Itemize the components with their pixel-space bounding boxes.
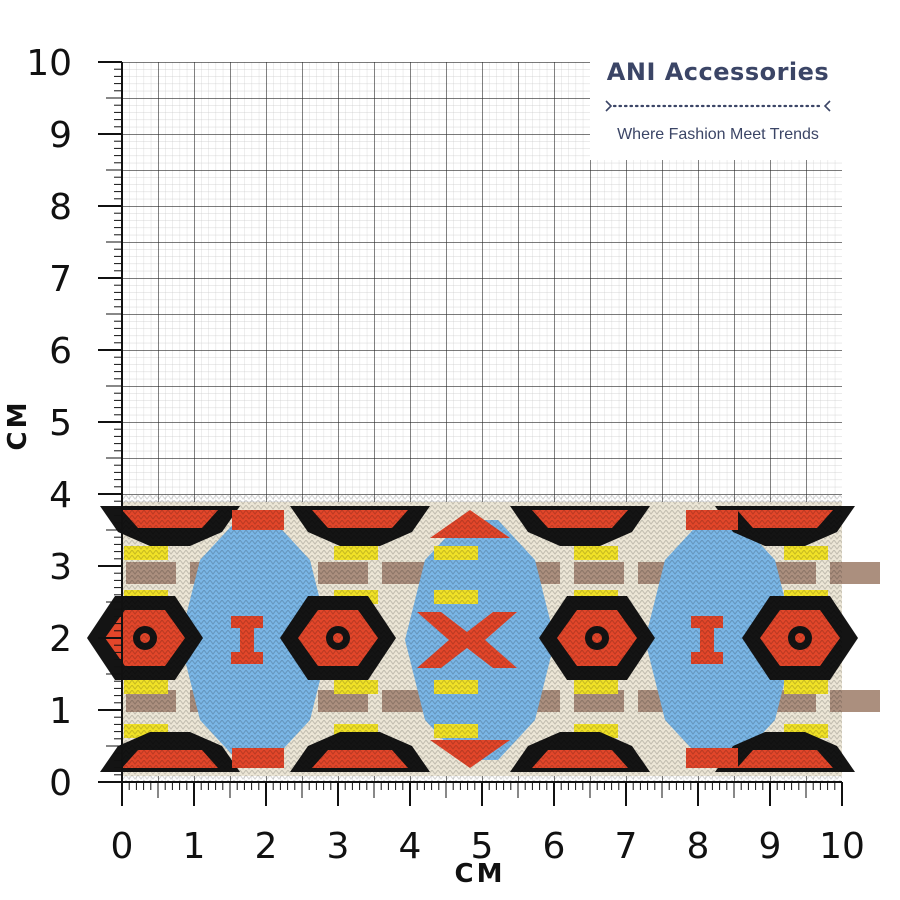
y-tick-label: 4 [49, 475, 72, 516]
x-tick-label: 5 [471, 826, 494, 867]
x-tick-label: 9 [759, 826, 782, 867]
x-axis-title: CM [455, 859, 506, 889]
x-ruler [121, 781, 843, 806]
y-tick-label: 10 [26, 43, 72, 84]
brand-divider [605, 100, 831, 112]
y-ruler [98, 61, 123, 783]
y-tick-labels: 0 1 2 3 4 5 6 7 8 9 10 [26, 43, 72, 804]
y-tick-label: 7 [49, 259, 72, 300]
ribbon-knit-texture [122, 494, 842, 782]
brand-name: ANI Accessories [606, 58, 830, 86]
x-tick-label: 8 [687, 826, 710, 867]
brand-logo: ANI Accessories Where Fashion Meet Trend… [590, 52, 846, 160]
x-tick-label: 10 [819, 826, 865, 867]
x-tick-label: 1 [183, 826, 206, 867]
y-tick-label: 1 [49, 691, 72, 732]
x-tick-label: 3 [327, 826, 350, 867]
y-tick-label: 5 [49, 403, 72, 444]
y-tick-label: 6 [49, 331, 72, 372]
y-tick-label: 2 [49, 619, 72, 660]
y-tick-label: 0 [49, 763, 72, 804]
woven-ribbon [87, 494, 880, 782]
x-tick-label: 6 [543, 826, 566, 867]
brand-tagline: Where Fashion Meet Trends [617, 126, 819, 143]
x-tick-label: 0 [111, 826, 134, 867]
y-tick-label: 8 [49, 187, 72, 228]
y-axis-title: CM [3, 400, 33, 451]
taupe-band [830, 690, 880, 712]
x-tick-label: 4 [399, 826, 422, 867]
graph-paper-grid [122, 62, 842, 782]
x-tick-label: 2 [255, 826, 278, 867]
y-tick-label: 3 [49, 547, 72, 588]
taupe-band [830, 562, 880, 584]
x-tick-label: 7 [615, 826, 638, 867]
x-tick-labels: 0 1 2 3 4 5 6 7 8 9 10 [111, 826, 865, 867]
y-tick-label: 9 [49, 115, 72, 156]
